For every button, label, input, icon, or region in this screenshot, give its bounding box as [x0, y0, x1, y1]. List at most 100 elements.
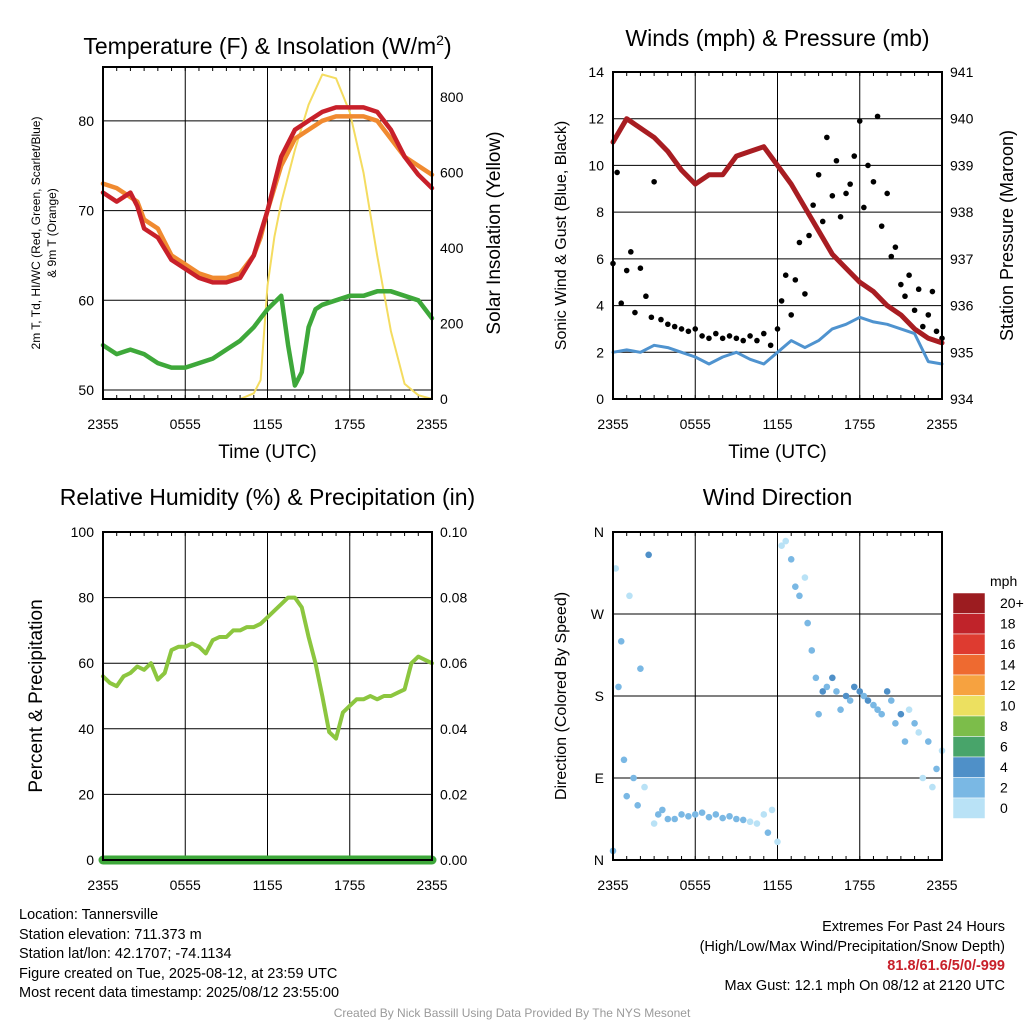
- colorbar-unit-label: mph: [990, 573, 1018, 589]
- gust-point: [824, 134, 830, 141]
- panel-1: 2355 0555 1155 1755 235550607080020040060080…: [29, 32, 505, 463]
- x-tick-label: 1155: [252, 877, 282, 893]
- gust-point: [806, 232, 812, 239]
- direction-point: [617, 638, 625, 645]
- y-tick-label: S: [595, 688, 604, 704]
- title-main: Temperature (F) & Insolation (W/m: [83, 33, 436, 59]
- direction-point: [726, 812, 733, 820]
- colorbar-swatch: [952, 715, 986, 737]
- right-tick-label: 200: [440, 316, 464, 332]
- colorbar-label: 12: [1000, 677, 1016, 693]
- location-text: Location: Tannersville: [19, 907, 159, 923]
- direction-point: [919, 774, 927, 782]
- y-axis-label-right: Station Pressure (Maroon): [997, 130, 1017, 341]
- direction-point: [808, 647, 816, 654]
- direction-point: [833, 688, 840, 695]
- x-tick-label: 2355: [597, 416, 628, 432]
- direction-point: [691, 811, 699, 818]
- gust-point: [929, 288, 936, 295]
- direction-point: [801, 574, 809, 581]
- gust-point: [843, 190, 849, 197]
- y-axis-label-right: Solar Insolation (Yellow): [484, 131, 505, 334]
- y-tick-label: 80: [78, 590, 94, 606]
- direction-point: [678, 811, 685, 818]
- gust-point: [933, 328, 940, 335]
- x-tick-label: 2355: [416, 416, 447, 432]
- direction-point: [864, 697, 872, 704]
- gust-point: [865, 162, 871, 169]
- gust-point: [892, 244, 899, 250]
- gust-point: [837, 214, 844, 220]
- panel-4: 2355 0555 1155 1755 2355 N E S W N Wind Direction D…: [553, 484, 958, 893]
- gust-point: [788, 312, 795, 318]
- direction-point: [812, 674, 820, 682]
- gust-point: [692, 326, 699, 332]
- gust-point: [747, 333, 753, 339]
- timestamp-text: Most recent data timestamp: 2025/08/12 2…: [19, 985, 340, 1001]
- direction-point: [911, 720, 918, 727]
- gust-point: [920, 323, 926, 330]
- y-tick-label: E: [595, 770, 604, 786]
- direction-point: [782, 537, 790, 545]
- direction-point: [623, 792, 631, 800]
- extremes-title: Extremes For Past 24 Hours: [822, 919, 1005, 935]
- direction-point: [796, 592, 803, 600]
- gust-point: [847, 181, 853, 187]
- right-tick-label: 600: [440, 165, 464, 181]
- x-tick-label: 0555: [680, 877, 711, 893]
- panel-2: 2355 0555 1155 1755 2355 0 2 4 6 8 10 12 14 934 935 936…: [553, 25, 1017, 463]
- direction-point: [659, 806, 666, 814]
- title-end: ): [444, 33, 452, 59]
- y-tick-label: 4: [596, 298, 604, 314]
- direction-point: [924, 738, 932, 745]
- chart-title: Temperature (F) & Insolation (W/m2): [83, 32, 451, 59]
- colorbar-label: 14: [1000, 657, 1016, 673]
- direction-point: [846, 697, 854, 704]
- right-tick-label: 0: [440, 391, 448, 407]
- right-tick-label: 0.10: [440, 524, 467, 540]
- right-tick-label: 0.02: [440, 786, 467, 802]
- gust-point: [874, 113, 881, 120]
- colorbar-label: 0: [1000, 800, 1008, 816]
- y-tick-label: W: [591, 606, 605, 622]
- colorbar-swatch: [952, 777, 986, 799]
- colorbar-swatch: [952, 654, 986, 676]
- direction-point: [837, 706, 844, 713]
- colorbar-label: 4: [1000, 759, 1008, 775]
- y-tick-label: 80: [78, 113, 94, 129]
- direction-point: [856, 688, 864, 695]
- y-axis-label: Percent & Precipitation: [26, 599, 47, 792]
- gust-point: [623, 267, 630, 274]
- gust-point: [898, 281, 904, 288]
- colorbar-swatch: [952, 613, 986, 635]
- direction-point: [739, 816, 747, 824]
- right-tick-label: 0.04: [440, 721, 467, 737]
- extremes-panel: Extremes For Past 24 Hours (High/Low/Max…: [700, 918, 1005, 996]
- y-axis-label: & 9m T (Orange): [45, 188, 59, 278]
- direction-point: [705, 813, 713, 821]
- gust-point: [637, 265, 644, 272]
- direction-point: [883, 688, 891, 695]
- direction-point: [671, 815, 678, 823]
- direction-point: [637, 665, 644, 672]
- gust-point: [767, 342, 774, 349]
- y-tick-label: 0: [596, 391, 604, 407]
- gust-point: [884, 190, 890, 197]
- x-tick-label: 0555: [680, 416, 711, 432]
- x-tick-label: 2355: [926, 416, 957, 432]
- direction-point: [819, 688, 827, 695]
- direction-point: [620, 756, 628, 764]
- series-line: [610, 116, 945, 346]
- colorbar-label: 6: [1000, 739, 1008, 755]
- colorbar-label: 8: [1000, 718, 1008, 734]
- x-tick-label: 2355: [87, 877, 118, 893]
- gust-point: [802, 291, 808, 297]
- extremes-subtitle: (High/Low/Max Wind/Precipitation/Snow De…: [699, 938, 1005, 955]
- gust-point: [648, 314, 655, 321]
- direction-point: [933, 765, 940, 773]
- y-tick-label: 60: [78, 655, 94, 671]
- max-gust-text: Max Gust: 12.1 mph On 08/12 at 2120 UTC: [724, 977, 1005, 994]
- direction-point: [850, 683, 858, 691]
- gust-point: [902, 293, 908, 300]
- gust-point: [719, 335, 726, 342]
